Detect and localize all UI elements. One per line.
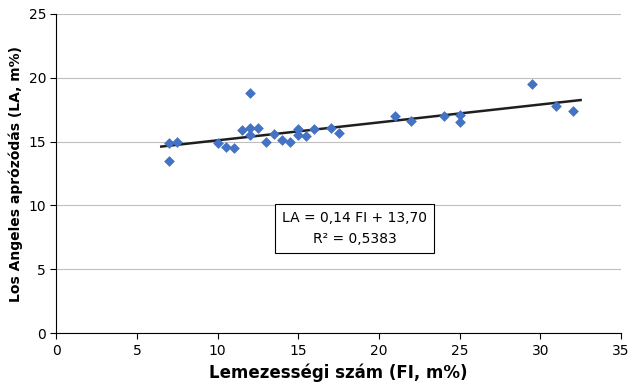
Point	[301, 133, 311, 140]
X-axis label: Lemezességi szám (FI, m%): Lemezességi szám (FI, m%)	[209, 363, 468, 382]
Point	[164, 140, 174, 146]
Point	[309, 126, 320, 132]
Point	[285, 138, 295, 145]
Point	[261, 138, 271, 145]
Point	[527, 81, 537, 87]
Point	[245, 124, 255, 131]
Point	[164, 158, 174, 164]
Point	[438, 113, 449, 119]
Point	[567, 108, 577, 114]
Point	[334, 129, 344, 136]
Point	[406, 118, 417, 124]
Point	[172, 138, 182, 145]
Point	[237, 127, 247, 133]
Point	[212, 140, 223, 146]
Point	[454, 119, 464, 126]
Point	[269, 131, 279, 137]
Y-axis label: Los Angeles aprózódás (LA, m%): Los Angeles aprózódás (LA, m%)	[8, 46, 23, 301]
Point	[229, 145, 239, 151]
Point	[454, 112, 464, 118]
Point	[551, 103, 561, 109]
Point	[293, 126, 304, 132]
Point	[253, 124, 263, 131]
Text: LA = 0,14 FI + 13,70
R² = 0,5383: LA = 0,14 FI + 13,70 R² = 0,5383	[282, 211, 427, 246]
Point	[293, 132, 304, 138]
Point	[390, 113, 400, 119]
Point	[221, 144, 231, 150]
Point	[245, 132, 255, 138]
Point	[325, 124, 336, 131]
Point	[277, 137, 287, 144]
Point	[245, 90, 255, 96]
